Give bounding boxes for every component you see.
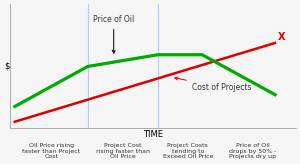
Text: Price of Oil
drops by 50% -
Projects dry up: Price of Oil drops by 50% - Projects dry… <box>229 143 277 159</box>
Text: Oil Price rising
faster than Project
Cost: Oil Price rising faster than Project Cos… <box>22 143 80 159</box>
Y-axis label: $: $ <box>4 61 10 70</box>
X-axis label: TIME: TIME <box>143 130 163 139</box>
Text: Project Costs
tending to
Exceed Oil Price: Project Costs tending to Exceed Oil Pric… <box>163 143 213 159</box>
Text: X: X <box>278 32 285 42</box>
Text: Cost of Projects: Cost of Projects <box>175 77 251 92</box>
Text: Project Cost
rising faster than
Oil Price: Project Cost rising faster than Oil Pric… <box>96 143 150 159</box>
Text: Price of Oil: Price of Oil <box>93 15 134 53</box>
